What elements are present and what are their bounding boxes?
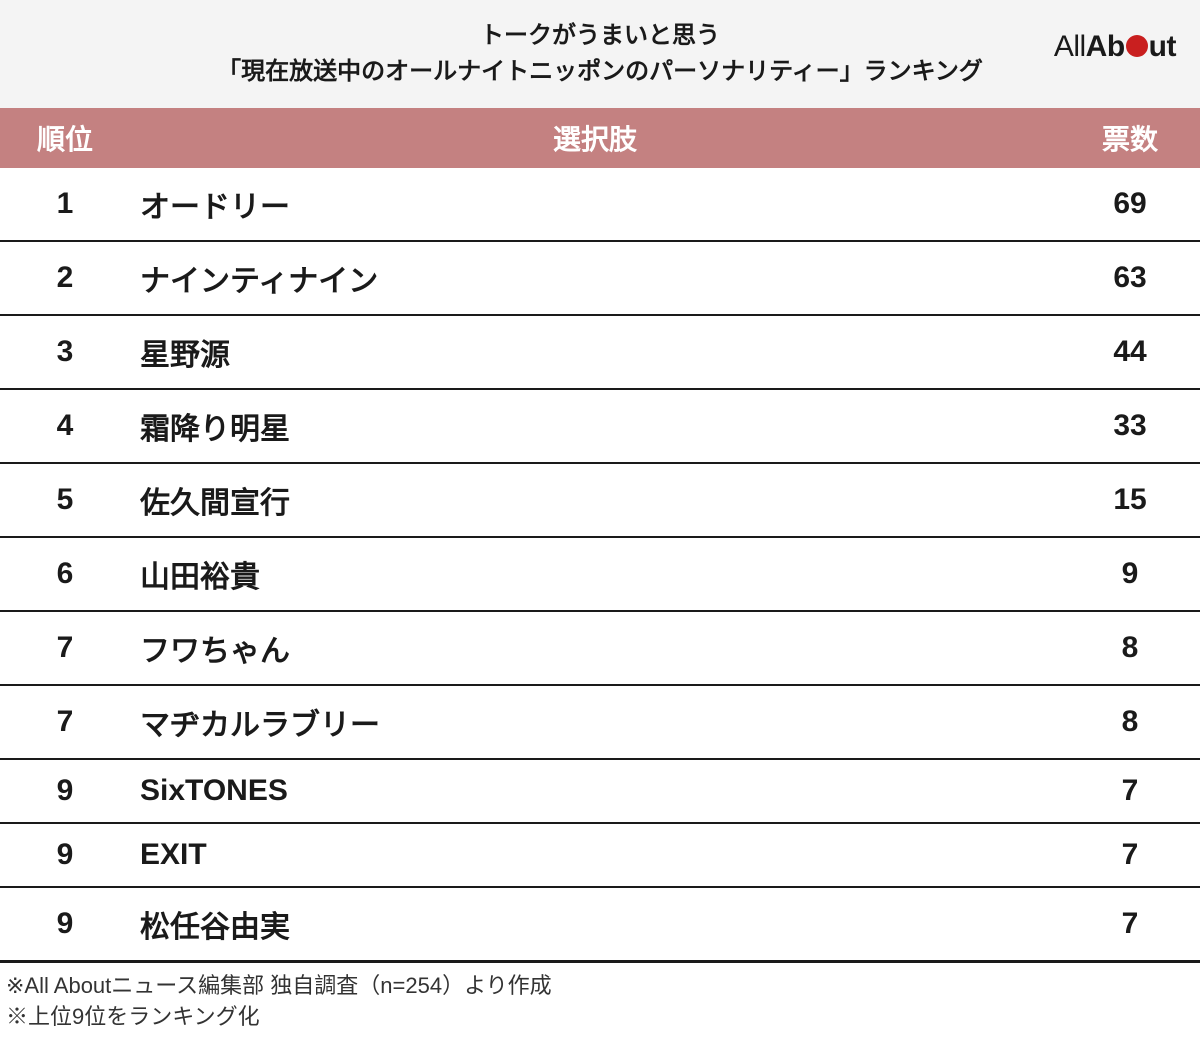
- footnotes: ※All Aboutニュース編集部 独自調査（n=254）より作成 ※上位9位を…: [0, 963, 1200, 1041]
- cell-votes: 33: [1060, 389, 1200, 463]
- ranking-table: 順位 選択肢 票数 1 オードリー 69 2 ナインティナイン 63 3 星野源…: [0, 108, 1200, 963]
- cell-votes: 69: [1060, 168, 1200, 241]
- table-row: 5 佐久間宣行 15: [0, 463, 1200, 537]
- logo-text-ut: ut: [1149, 30, 1176, 64]
- table-row: 7 フワちゃん 8: [0, 611, 1200, 685]
- table-row: 1 オードリー 69: [0, 168, 1200, 241]
- table-row: 6 山田裕貴 9: [0, 537, 1200, 611]
- col-header-name: 選択肢: [130, 108, 1060, 168]
- cell-name: 佐久間宣行: [130, 463, 1060, 537]
- cell-votes: 15: [1060, 463, 1200, 537]
- cell-name: ナインティナイン: [130, 241, 1060, 315]
- cell-rank: 4: [0, 389, 130, 463]
- logo-dot-icon: [1126, 35, 1148, 57]
- ranking-container: トークがうまいと思う 「現在放送中のオールナイトニッポンのパーソナリティー」ラン…: [0, 0, 1200, 1041]
- cell-rank: 2: [0, 241, 130, 315]
- table-row: 4 霜降り明星 33: [0, 389, 1200, 463]
- cell-name: フワちゃん: [130, 611, 1060, 685]
- logo-text-all: All: [1054, 30, 1086, 64]
- cell-rank: 7: [0, 685, 130, 759]
- cell-name: 霜降り明星: [130, 389, 1060, 463]
- cell-rank: 6: [0, 537, 130, 611]
- cell-name: 山田裕貴: [130, 537, 1060, 611]
- cell-name: オードリー: [130, 168, 1060, 241]
- cell-name: 松任谷由実: [130, 887, 1060, 962]
- table-header-row: 順位 選択肢 票数: [0, 108, 1200, 168]
- cell-rank: 1: [0, 168, 130, 241]
- footnote-line2: ※上位9位をランキング化: [6, 1002, 1194, 1033]
- cell-rank: 3: [0, 315, 130, 389]
- allabout-logo: All Abut: [1054, 30, 1176, 64]
- cell-rank: 5: [0, 463, 130, 537]
- table-row: 2 ナインティナイン 63: [0, 241, 1200, 315]
- col-header-rank: 順位: [0, 108, 130, 168]
- table-row: 9 松任谷由実 7: [0, 887, 1200, 962]
- cell-votes: 63: [1060, 241, 1200, 315]
- title-line2: 「現在放送中のオールナイトニッポンのパーソナリティー」ランキング: [24, 54, 1176, 90]
- cell-votes: 7: [1060, 759, 1200, 823]
- cell-name: マヂカルラブリー: [130, 685, 1060, 759]
- table-row: 9 EXIT 7: [0, 823, 1200, 887]
- cell-rank: 9: [0, 823, 130, 887]
- title-line1: トークがうまいと思う: [24, 18, 1176, 54]
- logo-text-ab: Ab: [1086, 30, 1125, 64]
- cell-name: 星野源: [130, 315, 1060, 389]
- col-header-votes: 票数: [1060, 108, 1200, 168]
- cell-rank: 7: [0, 611, 130, 685]
- cell-votes: 8: [1060, 685, 1200, 759]
- table-body: 1 オードリー 69 2 ナインティナイン 63 3 星野源 44 4 霜降り明…: [0, 168, 1200, 962]
- cell-votes: 8: [1060, 611, 1200, 685]
- cell-rank: 9: [0, 759, 130, 823]
- cell-name: EXIT: [130, 823, 1060, 887]
- table-row: 3 星野源 44: [0, 315, 1200, 389]
- table-row: 7 マヂカルラブリー 8: [0, 685, 1200, 759]
- cell-votes: 7: [1060, 823, 1200, 887]
- table-row: 9 SixTONES 7: [0, 759, 1200, 823]
- cell-rank: 9: [0, 887, 130, 962]
- cell-votes: 9: [1060, 537, 1200, 611]
- cell-votes: 44: [1060, 315, 1200, 389]
- header-area: トークがうまいと思う 「現在放送中のオールナイトニッポンのパーソナリティー」ラン…: [0, 0, 1200, 108]
- footnote-line1: ※All Aboutニュース編集部 独自調査（n=254）より作成: [6, 971, 1194, 1002]
- cell-votes: 7: [1060, 887, 1200, 962]
- cell-name: SixTONES: [130, 759, 1060, 823]
